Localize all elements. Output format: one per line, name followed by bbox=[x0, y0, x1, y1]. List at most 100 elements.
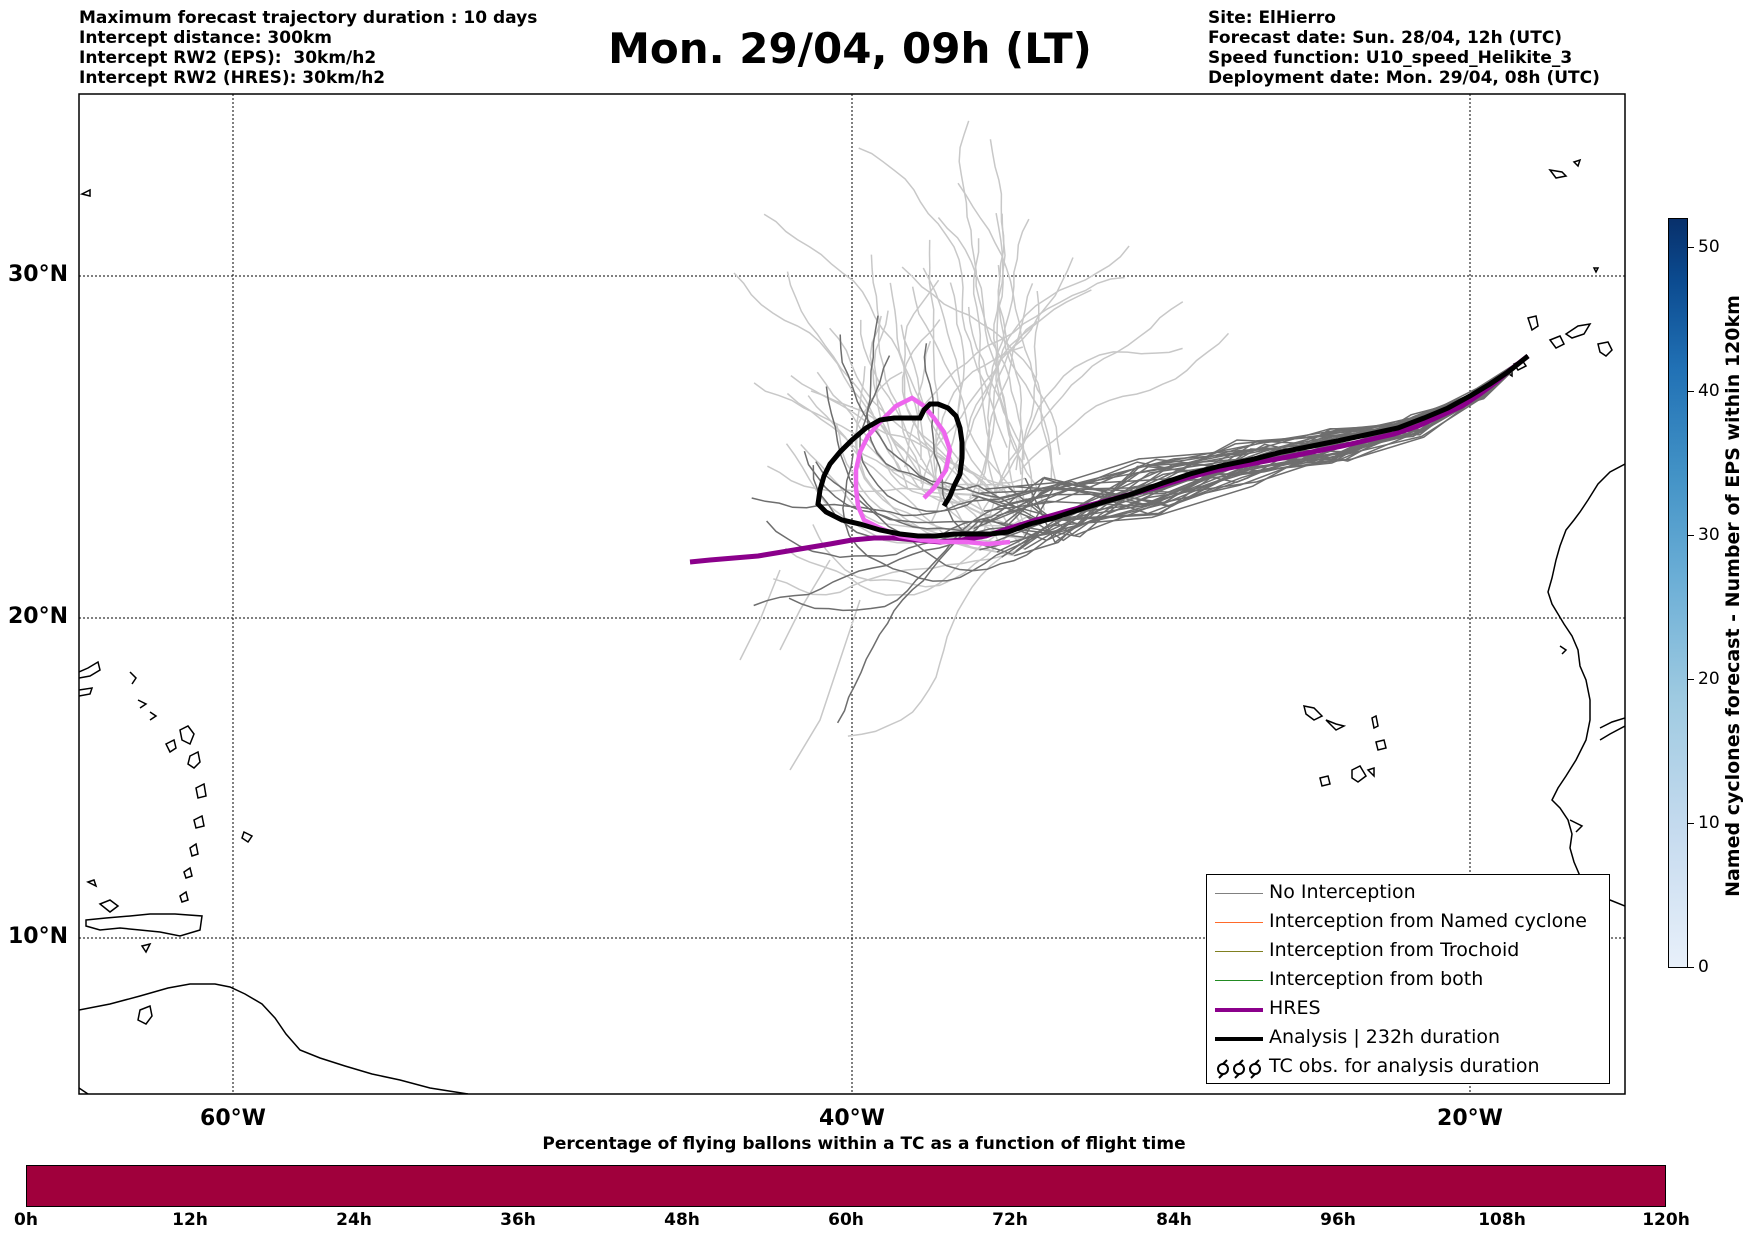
eps-trajectory bbox=[847, 556, 1003, 737]
eps-trajectory bbox=[922, 267, 962, 524]
eps-trajectory bbox=[788, 505, 1000, 612]
eps-trajectory bbox=[839, 334, 1001, 499]
legend-item-named-cyclone: Interception from Named cyclone bbox=[1207, 908, 1609, 937]
info-line: Forecast date: Sun. 28/04, 12h (UTC) bbox=[1208, 28, 1563, 48]
legend-line-sample bbox=[1215, 980, 1263, 981]
colorbar-tick bbox=[1688, 967, 1694, 968]
eps-trajectory bbox=[900, 324, 999, 540]
eps-trajectory bbox=[1007, 355, 1529, 521]
eps-trajectory bbox=[1021, 332, 1230, 470]
eps-trajectory bbox=[928, 239, 940, 491]
percentage-tick-label: 72h bbox=[992, 1210, 1028, 1230]
eps-trajectory bbox=[859, 355, 979, 512]
eps-trajectory bbox=[943, 218, 1030, 484]
percentage-tick-label: 108h bbox=[1478, 1210, 1526, 1230]
map-legend: No Interception Interception from Named … bbox=[1206, 874, 1610, 1084]
coastlines bbox=[79, 158, 1625, 1094]
header-info-right: Site: ElHierro Forecast date: Sun. 28/04… bbox=[1208, 8, 1600, 88]
eps-trajectory bbox=[739, 569, 781, 661]
info-line: Deployment date: Mon. 29/04, 08h (UTC) bbox=[1208, 68, 1600, 88]
header-info-left: Maximum forecast trajectory duration : 1… bbox=[79, 8, 537, 88]
legend-line-sample bbox=[1215, 1037, 1263, 1041]
eps-trajectory bbox=[836, 518, 981, 724]
eps-trajectory bbox=[957, 182, 1061, 455]
lon-label: 60°W bbox=[200, 1106, 266, 1131]
eps-trajectory bbox=[967, 306, 1033, 518]
percentage-tick-label: 84h bbox=[1156, 1210, 1192, 1230]
legend-label: No Interception bbox=[1269, 881, 1416, 903]
colorbar-tick-label: 20 bbox=[1698, 669, 1720, 689]
eps-trajectory bbox=[921, 257, 1074, 489]
legend-item-tc-obs: TC obs. for analysis duration bbox=[1207, 1053, 1609, 1082]
eps-trajectory bbox=[835, 423, 1028, 531]
pink-track bbox=[853, 395, 1011, 547]
eps-trajectory bbox=[810, 390, 971, 538]
info-line: Intercept RW2 (HRES): 30km/h2 bbox=[79, 68, 386, 88]
eps-trajectory bbox=[870, 254, 923, 484]
cyclone-colorbar bbox=[1668, 218, 1688, 968]
legend-item-trochoid: Interception from Trochoid bbox=[1207, 937, 1609, 966]
colorbar-tick-label: 30 bbox=[1698, 525, 1720, 545]
tc-symbol-icon bbox=[1217, 1059, 1261, 1079]
info-line: Intercept distance: 300km bbox=[79, 28, 332, 48]
eps-trajectory bbox=[859, 319, 997, 517]
legend-label: Interception from Named cyclone bbox=[1269, 910, 1587, 932]
eps-trajectory bbox=[842, 453, 997, 582]
lat-label: 20°N bbox=[8, 604, 69, 629]
lon-label: 20°W bbox=[1437, 1106, 1503, 1131]
legend-item-no-interception: No Interception bbox=[1207, 879, 1609, 908]
percentage-tick-label: 0h bbox=[14, 1210, 38, 1230]
legend-line-sample bbox=[1215, 951, 1263, 952]
eps-trajectory bbox=[773, 550, 1017, 596]
eps-trajectory bbox=[825, 386, 988, 524]
eps-trajectory bbox=[980, 355, 1529, 538]
percentage-tick-label: 24h bbox=[336, 1210, 372, 1230]
colorbar-tick-label: 50 bbox=[1698, 237, 1720, 257]
percentage-tick-label: 60h bbox=[828, 1210, 864, 1230]
colorbar-tick bbox=[1688, 823, 1694, 824]
colorbar-tick bbox=[1688, 679, 1694, 680]
colorbar-tick-label: 40 bbox=[1698, 381, 1720, 401]
eps-trajectory bbox=[789, 599, 861, 771]
main-title: Mon. 29/04, 09h (LT) bbox=[608, 24, 1092, 73]
eps-trajectory bbox=[1026, 355, 1529, 508]
eps-trajectory bbox=[751, 497, 1000, 517]
legend-label: Analysis | 232h duration bbox=[1269, 1026, 1501, 1048]
eps-trajectory bbox=[972, 238, 1027, 538]
info-line: Speed function: U10_speed_Helikite_3 bbox=[1208, 48, 1573, 68]
eps-trajectory bbox=[786, 392, 1009, 496]
legend-item-both: Interception from both bbox=[1207, 966, 1609, 995]
analysis-loop bbox=[815, 354, 1530, 539]
legend-label: Interception from Trochoid bbox=[1269, 939, 1520, 961]
colorbar-tick bbox=[1688, 247, 1694, 248]
eps-trajectories-light bbox=[733, 120, 1230, 771]
percentage-tick-label: 48h bbox=[664, 1210, 700, 1230]
legend-line-sample bbox=[1215, 922, 1263, 923]
lon-label: 40°W bbox=[819, 1106, 885, 1131]
eps-trajectories-dark bbox=[751, 315, 1529, 724]
eps-trajectory bbox=[858, 147, 1008, 448]
eps-trajectory bbox=[969, 245, 1130, 499]
eps-trajectory bbox=[1021, 291, 1040, 513]
info-line: Site: ElHierro bbox=[1208, 8, 1336, 28]
lat-label: 30°N bbox=[8, 262, 69, 287]
percentage-tick-label: 96h bbox=[1320, 1210, 1356, 1230]
eps-trajectory bbox=[785, 443, 995, 544]
legend-item-analysis: Analysis | 232h duration bbox=[1207, 1024, 1609, 1053]
info-line: Intercept RW2 (EPS): 30km/h2 bbox=[79, 48, 377, 68]
percentage-bar bbox=[26, 1165, 1666, 1207]
legend-line-sample bbox=[1215, 1008, 1263, 1012]
eps-trajectory bbox=[733, 272, 901, 472]
legend-label: HRES bbox=[1269, 997, 1321, 1019]
eps-trajectory bbox=[995, 212, 1046, 511]
legend-label: Interception from both bbox=[1269, 968, 1484, 990]
legend-line-sample bbox=[1215, 893, 1263, 894]
eps-trajectory bbox=[937, 217, 1024, 522]
colorbar-title: Named cyclones forecast - Number of EPS … bbox=[1722, 295, 1744, 897]
eps-trajectory bbox=[829, 327, 1029, 537]
colorbar-tick bbox=[1688, 391, 1694, 392]
eps-trajectory bbox=[997, 265, 1059, 491]
eps-trajectory bbox=[767, 465, 1013, 493]
lat-label: 10°N bbox=[8, 924, 69, 949]
